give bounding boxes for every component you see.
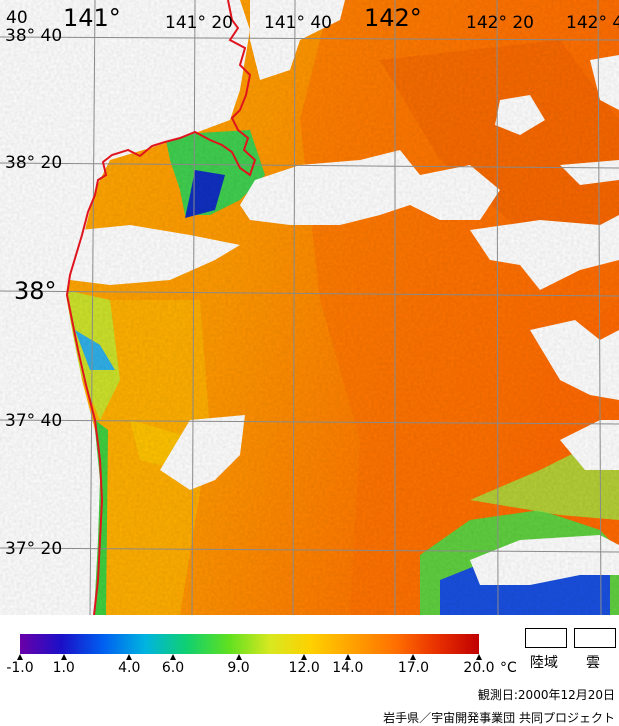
parallel-line (0, 36, 619, 41)
colorbar-tick-label: 1.0 (52, 660, 75, 676)
temperature-colorbar (20, 634, 479, 654)
lat-label: 38° (14, 277, 57, 305)
meridian-line (191, 0, 196, 615)
meridian-line (597, 0, 602, 615)
sst-map-canvas (0, 0, 619, 615)
lon-label: 141° (63, 4, 121, 32)
cloud-legend-label: 雲 (586, 655, 600, 671)
land-legend-label: 陸域 (530, 655, 558, 671)
colorbar-tick-mark (126, 654, 133, 660)
colorbar-tick-label: 20.0 (463, 660, 495, 676)
observation-date: 観測日:2000年12月20日 (477, 688, 615, 702)
cloud-legend-swatch (574, 628, 616, 648)
lat-label: 37° 20 (5, 539, 63, 559)
parallel-line (0, 290, 619, 297)
colorbar-tick-mark (235, 654, 242, 660)
colorbar-tick-mark (344, 654, 351, 660)
lat-label: 38° 40 (5, 26, 63, 46)
lat-label: 37° 40 (5, 411, 63, 431)
meridian-line (89, 0, 96, 615)
lat-label: 38° 20 (5, 153, 63, 173)
colorbar-tick-label: 12.0 (288, 660, 320, 676)
meridian-line (496, 0, 499, 615)
colorbar-unit: °C (500, 660, 517, 676)
land-legend-swatch (525, 628, 567, 648)
sst-map: 141° 141° 20 141° 40 142° 142° 20 142° 4… (0, 0, 619, 615)
parallel-line (0, 419, 619, 425)
colorbar-tick-mark (170, 654, 176, 660)
colorbar-tick-label: 9.0 (227, 660, 250, 676)
lon-label: 141° 20 (165, 13, 233, 33)
colorbar-tick-mark (301, 654, 308, 660)
lon-label: 142° (364, 4, 422, 32)
colorbar-gradient (20, 634, 479, 654)
coastline (65, 0, 257, 615)
colorbar-tick-label: 4.0 (118, 660, 141, 676)
colorbar-tick-label: -1.0 (6, 660, 34, 676)
colorbar-tick-label: 14.0 (332, 660, 364, 676)
lat-corner-label: 40 (6, 8, 28, 28)
lon-label: 142° 4 (566, 13, 619, 33)
meridian-line (292, 0, 296, 615)
lon-label: 142° 20 (466, 13, 534, 33)
credit-text: 岩手県／宇宙開発事業団 共同プロジェクト (383, 711, 615, 725)
colorbar-tick-label: 17.0 (397, 660, 430, 676)
lon-label: 141° 40 (264, 13, 332, 33)
colorbar-tick-label: 6.0 (161, 660, 185, 676)
parallel-line (0, 547, 619, 553)
colorbar-tick-mark (60, 654, 67, 660)
colorbar-tick-mark (410, 654, 417, 660)
pixel-texture (0, 0, 619, 615)
colorbar-tick-mark (17, 654, 23, 660)
colorbar-tick-mark (476, 654, 482, 660)
